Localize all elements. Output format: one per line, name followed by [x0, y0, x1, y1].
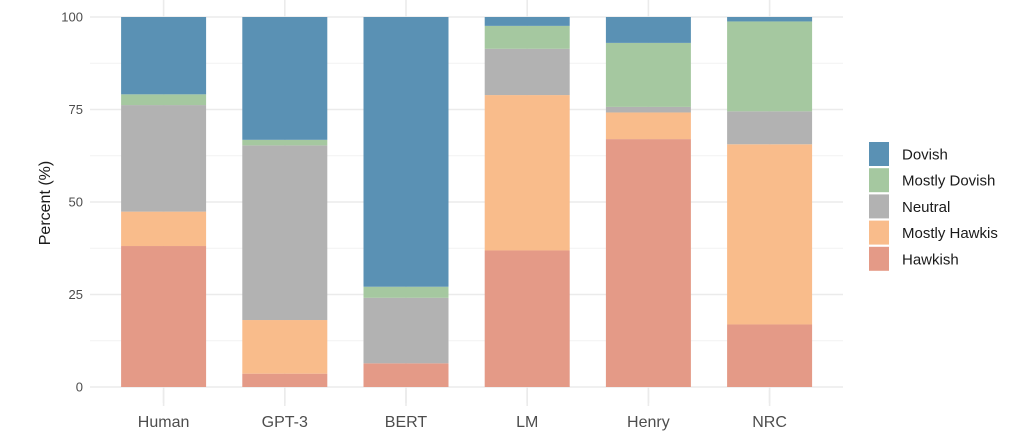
- bar-stack-henry: [605, 17, 691, 387]
- bar-segment-dovish: [605, 17, 691, 43]
- x-tick-label: Human: [138, 414, 190, 431]
- x-tick-label: NRC: [752, 414, 787, 431]
- legend: Dovish Mostly Dovish Neutral Mostly Hawkis H…: [869, 142, 998, 271]
- legend-label: Mostly Hawkis: [902, 225, 998, 242]
- x-tick-label: Henry: [627, 414, 670, 431]
- legend-item: Mostly Dovish: [869, 168, 995, 193]
- bar-segment-hawkish: [121, 246, 207, 387]
- bar-segment-hawkish: [363, 363, 449, 387]
- bar-segment-neutral: [242, 145, 328, 321]
- bar-segment-hawkish: [484, 250, 570, 387]
- bar-segment-mostly-dovish: [363, 286, 449, 298]
- bar-segment-mostly-dovish: [605, 42, 691, 107]
- bar-segment-mostly-dovish: [121, 94, 207, 106]
- bar-segment-neutral: [727, 111, 813, 145]
- legend-item: Hawkish: [869, 246, 959, 271]
- bar-stack-nrc: [727, 17, 813, 387]
- bar-segment-hawkish: [242, 373, 328, 387]
- bar-stack-human: [121, 17, 207, 387]
- bar-segment-mostly-hawkis: [605, 112, 691, 140]
- y-axis-ticks: 0 25 50 75 100: [61, 10, 83, 395]
- legend-key: [869, 142, 889, 166]
- bar-segment-hawkish: [727, 324, 813, 387]
- bar-segment-mostly-hawkis: [242, 320, 328, 374]
- bar-segment-dovish: [242, 17, 328, 140]
- bar-segment-dovish: [484, 17, 570, 26]
- bar-stack-lm: [484, 17, 570, 387]
- bar-segment-mostly-dovish: [242, 139, 328, 146]
- bar-segment-mostly-hawkis: [121, 211, 207, 247]
- legend-label: Dovish: [902, 147, 948, 164]
- y-axis-title: Percent (%): [37, 161, 54, 245]
- legend-label: Hawkish: [902, 251, 959, 268]
- bar-segment-mostly-dovish: [484, 25, 570, 49]
- x-axis-ticks: Human GPT-3 BERT LM Henry NRC: [138, 390, 787, 431]
- legend-key: [869, 168, 889, 193]
- y-tick-label: 25: [69, 287, 83, 302]
- legend-key: [869, 220, 889, 245]
- bar-segment-mostly-hawkis: [727, 144, 813, 325]
- x-tick-label: LM: [516, 414, 538, 431]
- bar-segment-neutral: [121, 105, 207, 212]
- y-tick-label: 75: [69, 102, 83, 117]
- legend-key: [869, 194, 889, 219]
- bar-segment-dovish: [121, 17, 207, 95]
- bars: [121, 17, 813, 387]
- bar-segment-mostly-dovish: [727, 21, 813, 112]
- bar-segment-dovish: [727, 17, 813, 22]
- legend-item: Neutral: [869, 194, 950, 219]
- y-tick-label: 50: [69, 195, 83, 210]
- bar-segment-neutral: [484, 48, 570, 96]
- bar-stack-gpt-3: [242, 17, 328, 387]
- legend-item: Dovish: [869, 142, 948, 166]
- legend-label: Neutral: [902, 199, 950, 216]
- legend-key: [869, 246, 889, 271]
- legend-item: Mostly Hawkis: [869, 220, 998, 245]
- bar-segment-neutral: [363, 297, 449, 364]
- x-tick-label: BERT: [385, 414, 428, 431]
- bar-segment-mostly-hawkis: [484, 95, 570, 251]
- bar-segment-dovish: [363, 17, 449, 287]
- y-tick-label: 0: [76, 380, 83, 395]
- bar-segment-neutral: [605, 106, 691, 113]
- y-tick-label: 100: [61, 10, 83, 25]
- legend-label: Mostly Dovish: [902, 173, 995, 190]
- x-tick-label: GPT-3: [262, 414, 308, 431]
- bar-segment-hawkish: [605, 139, 691, 387]
- bar-stack-bert: [363, 17, 449, 387]
